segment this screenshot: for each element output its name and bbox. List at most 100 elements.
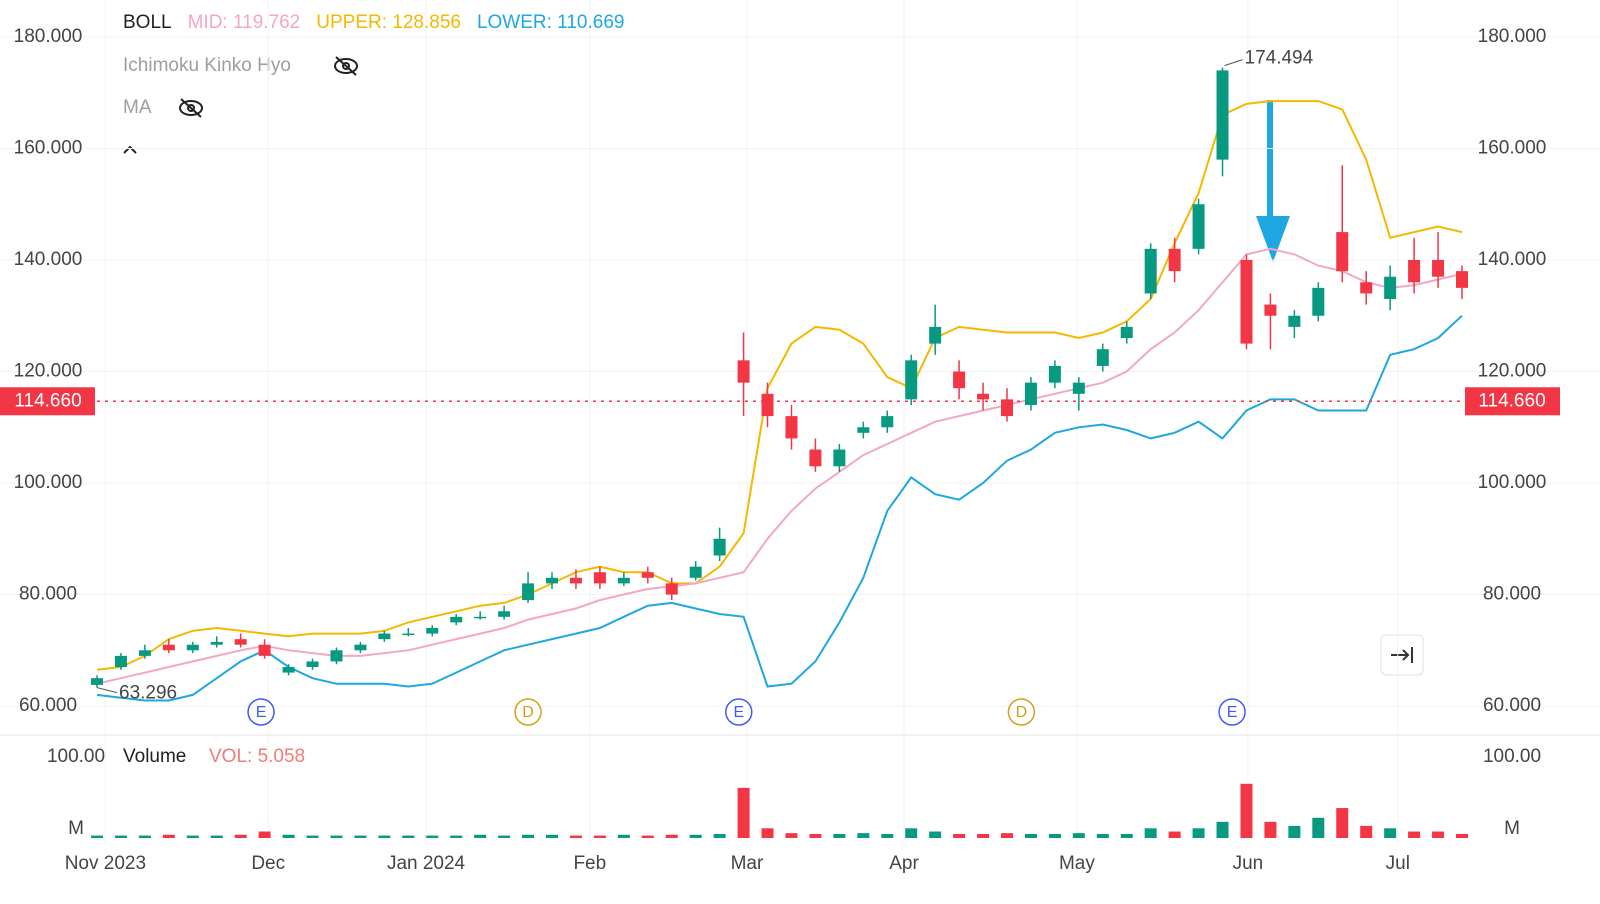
volume-tick-label: 100.00: [47, 746, 105, 767]
candle-body: [258, 644, 271, 656]
x-tick-label: Dec: [251, 853, 285, 874]
low-pointer: [96, 687, 118, 694]
y-tick-label: 120.000: [14, 361, 83, 382]
volume-bar: [546, 834, 558, 838]
low-label: 63.296: [119, 683, 177, 704]
volume-bar: [91, 835, 103, 838]
candle-body: [1001, 399, 1013, 417]
candle-body: [474, 616, 487, 619]
y-tick-label: 180.000: [14, 26, 83, 47]
indicator-ma: MA: [123, 97, 152, 118]
candle-body: [330, 650, 343, 662]
candle-body: [210, 641, 223, 645]
y-tick-label-right: 140.000: [1478, 249, 1547, 270]
x-tick-label: Feb: [573, 853, 606, 874]
candle-body: [354, 644, 367, 651]
volume-bar: [450, 835, 463, 838]
candle-body: [1360, 282, 1373, 294]
volume-bar: [138, 835, 151, 838]
candle-body: [905, 360, 918, 400]
candle-body: [737, 360, 750, 383]
candle-body: [617, 577, 630, 584]
candle-body: [1336, 232, 1349, 272]
candle-body: [1024, 382, 1037, 405]
grid: [0, 0, 1600, 845]
candle-body: [378, 633, 391, 640]
y-tick-label-right: 100.000: [1478, 472, 1547, 493]
volume-bar: [1024, 833, 1037, 838]
candle-body: [186, 644, 199, 651]
volume-bar: [522, 834, 535, 838]
volume-bar: [1168, 831, 1181, 838]
event-label: E: [256, 704, 267, 721]
volume-tick-label-right: 100.00: [1483, 746, 1541, 767]
candle-body: [114, 655, 127, 668]
y-tick-label-right: 60.000: [1483, 695, 1541, 716]
price-label: 114.660: [14, 390, 81, 411]
volume-bar: [1216, 821, 1229, 838]
x-tick-label: Apr: [889, 853, 919, 874]
volume-bar: [1048, 833, 1061, 838]
volume-bar: [474, 834, 487, 838]
volume-bar: [1001, 833, 1013, 838]
candle-body: [138, 650, 151, 656]
volume-bar: [857, 833, 870, 838]
volume-bar: [1096, 833, 1109, 838]
indicator-ichimoku: Ichimoku Kinko Hyo: [123, 55, 291, 76]
volume-bar: [833, 833, 846, 838]
candle-body: [546, 577, 558, 584]
volume-bar: [162, 834, 175, 838]
candle-body: [1120, 326, 1133, 339]
candle-body: [761, 393, 774, 417]
candle-body: [162, 644, 175, 651]
candle-body: [689, 566, 702, 578]
event-label: D: [522, 704, 534, 721]
x-tick-label: Nov 2023: [65, 853, 146, 874]
candle-body: [953, 371, 966, 389]
volume-bar: [1192, 828, 1205, 838]
volume-bar: [1072, 833, 1085, 838]
event-label: D: [1016, 704, 1028, 721]
candle-body: [498, 611, 511, 617]
volume-bar: [1288, 825, 1301, 838]
volume-bar: [953, 833, 966, 838]
volume-bar: [330, 835, 343, 838]
y-tick-label-right: 120.000: [1478, 361, 1547, 382]
y-tick-label-right: 180.000: [1478, 26, 1547, 47]
high-label: 174.494: [1245, 48, 1314, 69]
candle-body: [713, 538, 726, 556]
volume-bar: [1120, 833, 1133, 838]
volume-bar: [977, 833, 990, 838]
volume-bar: [258, 831, 271, 838]
candle-body: [1192, 204, 1205, 249]
candle-body: [881, 416, 894, 428]
event-marker: [1007, 698, 1036, 726]
volume-bar: [689, 834, 702, 838]
volume-bar: [234, 834, 247, 838]
volume-bar: [1456, 833, 1468, 838]
candle-body: [929, 326, 942, 344]
candle-body: [641, 572, 654, 578]
collapse-toggle[interactable]: [123, 145, 137, 154]
volume-bar: [1432, 831, 1445, 838]
candle-body: [833, 449, 846, 467]
legend-entry: MID: 119.762: [188, 12, 301, 33]
volume-bar: [498, 835, 511, 838]
y-tick-label: 80.000: [19, 584, 77, 605]
price-label-box: [0, 387, 95, 416]
volume-bar: [1360, 825, 1373, 838]
volume-bar: [1336, 808, 1349, 838]
candle-body: [977, 393, 990, 400]
event-marker: [247, 698, 275, 726]
hide-icon[interactable]: [179, 98, 203, 118]
candle-body: [1264, 304, 1277, 316]
candle-body: [857, 427, 870, 433]
scroll-to-end-button[interactable]: [1380, 634, 1424, 676]
candle-body: [785, 416, 798, 439]
candle-body: [1096, 349, 1109, 366]
hide-icon[interactable]: [334, 56, 358, 76]
high-pointer: [1224, 59, 1243, 67]
legend-entry: LOWER: 110.669: [477, 12, 625, 33]
candle-body: [593, 572, 606, 584]
volume-bar: [905, 828, 918, 838]
